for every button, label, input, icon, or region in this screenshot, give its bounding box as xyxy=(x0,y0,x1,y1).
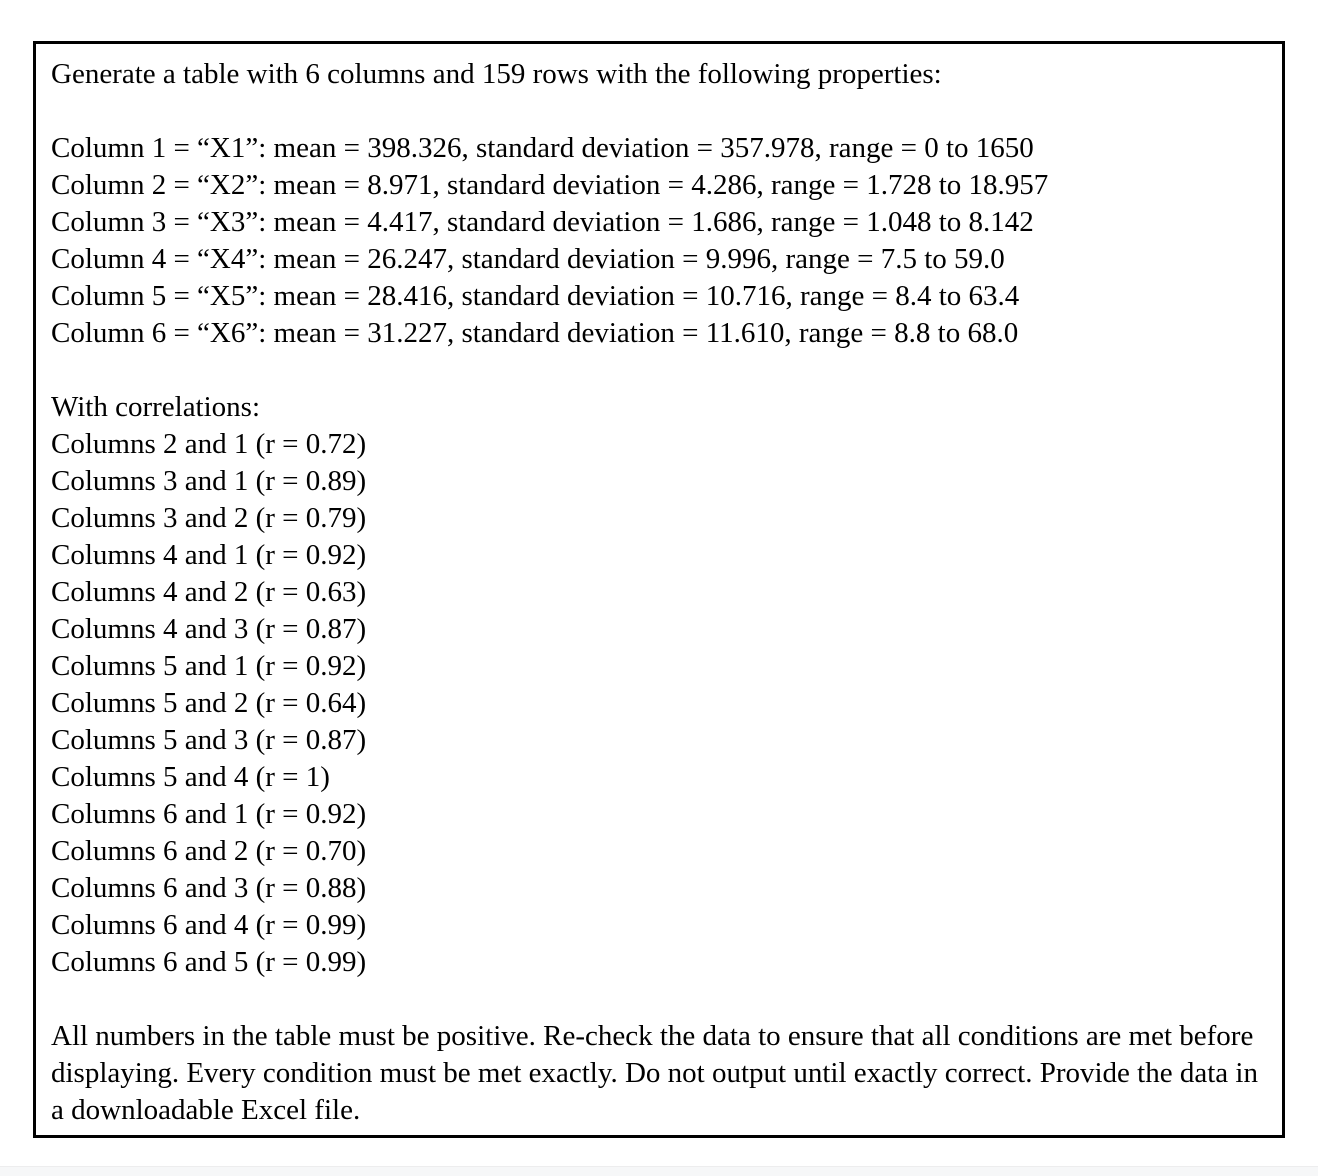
column-spec-line: Column 3 = “X3”: mean = 4.417, standard … xyxy=(51,206,1034,238)
correlation-line: Columns 6 and 3 (r = 0.88) xyxy=(51,872,367,904)
correlation-line: Columns 4 and 3 (r = 0.87) xyxy=(51,613,367,645)
correlation-line: Columns 2 and 1 (r = 0.72) xyxy=(51,428,367,460)
correlation-line: Columns 5 and 4 (r = 1) xyxy=(51,761,330,793)
correlation-line: Columns 4 and 1 (r = 0.92) xyxy=(51,539,367,571)
blank-line xyxy=(51,352,1266,389)
correlation-line: Columns 5 and 3 (r = 0.87) xyxy=(51,724,367,756)
correlation-line: Columns 3 and 1 (r = 0.89) xyxy=(51,465,367,497)
column-spec-line: Column 6 = “X6”: mean = 31.227, standard… xyxy=(51,317,1019,349)
correlation-line: Columns 5 and 1 (r = 0.92) xyxy=(51,650,367,682)
correlation-line: Columns 6 and 2 (r = 0.70) xyxy=(51,835,367,867)
blank-line xyxy=(51,93,1266,130)
column-spec-line: Column 5 = “X5”: mean = 28.416, standard… xyxy=(51,280,1020,312)
blank-line xyxy=(51,981,1266,1018)
correlations-header: With correlations: xyxy=(51,391,261,423)
correlation-line: Columns 6 and 4 (r = 0.99) xyxy=(51,909,367,941)
correlation-line: Columns 4 and 2 (r = 0.63) xyxy=(51,576,367,608)
correlation-line: Columns 3 and 2 (r = 0.79) xyxy=(51,502,367,534)
column-spec-line: Column 4 = “X4”: mean = 26.247, standard… xyxy=(51,243,1005,275)
correlation-line: Columns 6 and 5 (r = 0.99) xyxy=(51,946,367,978)
bottom-edge-strip xyxy=(0,1166,1318,1176)
prompt-box: Generate a table with 6 columns and 159 … xyxy=(33,41,1285,1138)
column-spec-line: Column 2 = “X2”: mean = 8.971, standard … xyxy=(51,169,1049,201)
correlation-line: Columns 6 and 1 (r = 0.92) xyxy=(51,798,367,830)
prompt-title: Generate a table with 6 columns and 159 … xyxy=(51,58,942,90)
footer-instructions: All numbers in the table must be positiv… xyxy=(51,1020,1258,1126)
column-spec-line: Column 1 = “X1”: mean = 398.326, standar… xyxy=(51,132,1034,164)
correlation-line: Columns 5 and 2 (r = 0.64) xyxy=(51,687,367,719)
